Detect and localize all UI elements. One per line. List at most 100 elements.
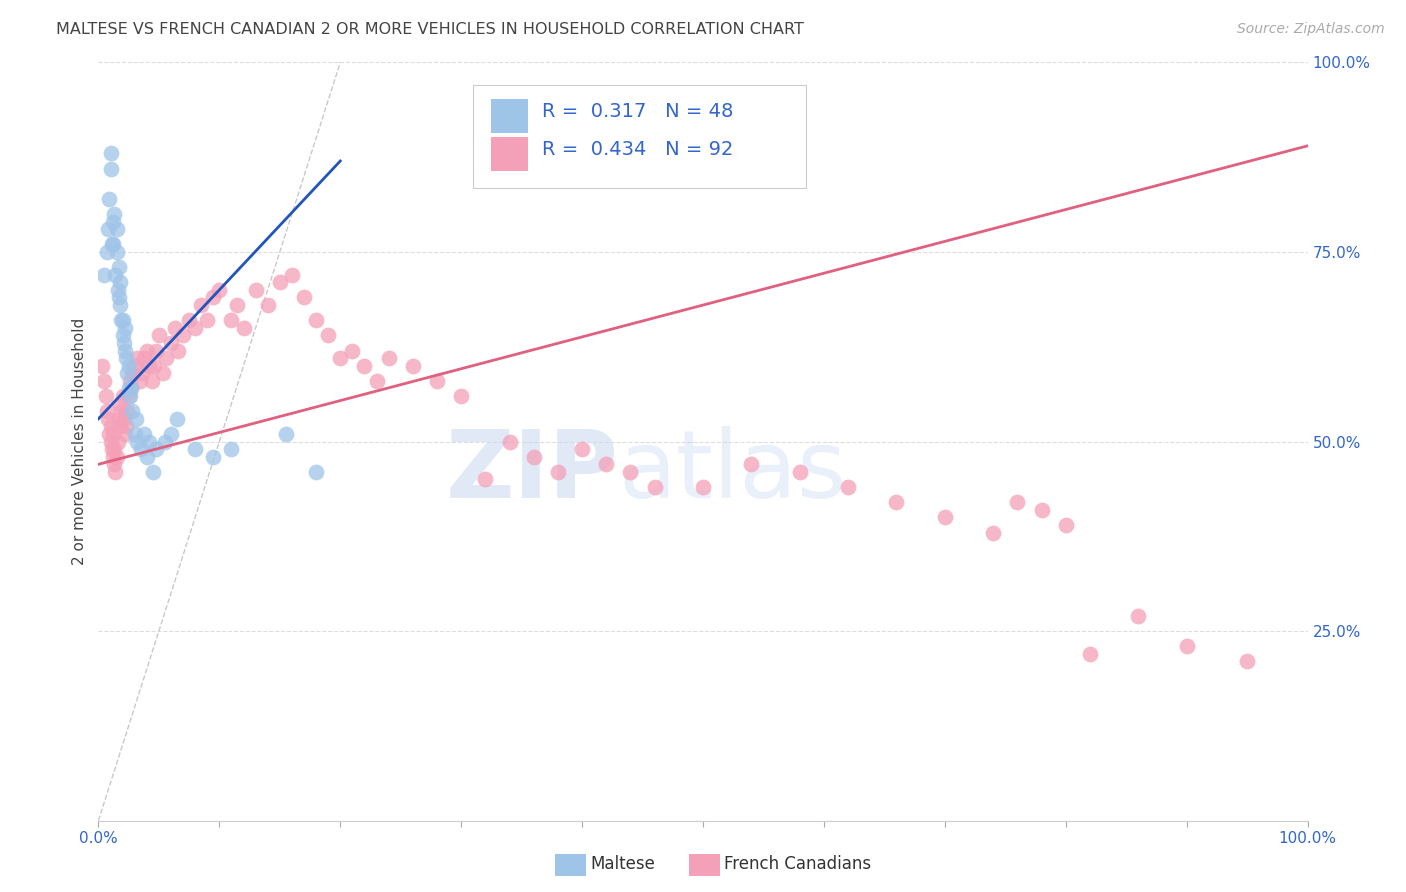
Point	[120, 382, 142, 396]
Point	[377, 351, 399, 366]
Point	[141, 374, 163, 388]
Point	[281, 268, 304, 282]
Point	[105, 222, 128, 236]
Text: MALTESE VS FRENCH CANADIAN 2 OR MORE VEHICLES IN HOUSEHOLD CORRELATION CHART: MALTESE VS FRENCH CANADIAN 2 OR MORE VEH…	[56, 22, 804, 37]
Point	[789, 465, 811, 479]
Point	[91, 359, 114, 373]
Point	[329, 351, 352, 366]
Point	[498, 434, 520, 449]
Point	[1128, 608, 1150, 623]
Point	[110, 404, 132, 418]
Point	[208, 283, 231, 297]
Point	[100, 419, 122, 434]
Point	[96, 404, 118, 418]
Point	[184, 320, 207, 334]
Point	[108, 419, 131, 434]
Point	[97, 412, 120, 426]
Point	[111, 313, 134, 327]
Point	[112, 412, 135, 426]
Point	[114, 320, 136, 334]
Point	[547, 465, 569, 479]
Point	[100, 146, 122, 161]
Point	[269, 275, 291, 289]
Point	[450, 389, 472, 403]
Point	[105, 244, 128, 259]
Point	[107, 283, 129, 297]
Point	[172, 328, 194, 343]
Point	[740, 458, 762, 472]
Point	[108, 412, 131, 426]
Point	[115, 419, 138, 434]
Point	[112, 335, 135, 350]
Point	[134, 427, 156, 442]
Point	[125, 412, 148, 426]
Point	[523, 450, 546, 464]
Point	[117, 366, 139, 380]
Point	[108, 291, 131, 305]
Point	[98, 427, 121, 442]
Point	[202, 450, 225, 464]
Point	[93, 268, 115, 282]
Point	[118, 374, 141, 388]
Point	[1007, 495, 1029, 509]
Point	[120, 382, 142, 396]
Point	[100, 237, 122, 252]
Point	[108, 298, 131, 312]
Point	[135, 343, 157, 358]
Point	[571, 442, 593, 457]
Point	[426, 374, 449, 388]
Point	[121, 404, 143, 418]
Text: R =  0.317   N = 48: R = 0.317 N = 48	[543, 103, 734, 121]
Point	[129, 442, 152, 457]
Point	[118, 382, 141, 396]
Point	[152, 366, 174, 380]
Point	[111, 328, 134, 343]
Point	[100, 434, 122, 449]
Point	[1054, 517, 1077, 532]
Text: ZIP: ZIP	[446, 425, 619, 518]
Point	[138, 359, 160, 373]
Point	[103, 442, 125, 457]
Point	[127, 351, 149, 366]
Point	[256, 298, 278, 312]
Point	[202, 291, 225, 305]
Point	[184, 442, 207, 457]
Point	[886, 495, 908, 509]
Point	[127, 434, 149, 449]
Point	[100, 161, 122, 176]
Point	[104, 268, 127, 282]
Point	[981, 525, 1004, 540]
Point	[1031, 503, 1053, 517]
Point	[1078, 647, 1101, 661]
Point	[138, 434, 160, 449]
Point	[128, 374, 150, 388]
Point	[292, 291, 315, 305]
Point	[134, 351, 156, 366]
Point	[104, 465, 127, 479]
Point	[145, 442, 167, 457]
Point	[124, 427, 146, 442]
Point	[93, 374, 115, 388]
Point	[245, 283, 267, 297]
Point	[107, 434, 129, 449]
Point	[121, 366, 143, 380]
Y-axis label: 2 or more Vehicles in Household: 2 or more Vehicles in Household	[72, 318, 87, 566]
Point	[226, 298, 249, 312]
Point	[108, 275, 131, 289]
Text: French Canadians: French Canadians	[724, 855, 872, 873]
Point	[934, 510, 956, 524]
Point	[619, 465, 641, 479]
Point	[103, 207, 125, 221]
Point	[402, 359, 425, 373]
Point	[692, 480, 714, 494]
Point	[118, 389, 141, 403]
Point	[153, 434, 176, 449]
FancyBboxPatch shape	[492, 136, 527, 171]
Point	[305, 465, 328, 479]
Point	[316, 328, 339, 343]
Point	[100, 442, 122, 457]
Point	[232, 320, 254, 334]
Point	[179, 313, 201, 327]
Point	[94, 389, 117, 403]
Point	[195, 313, 218, 327]
